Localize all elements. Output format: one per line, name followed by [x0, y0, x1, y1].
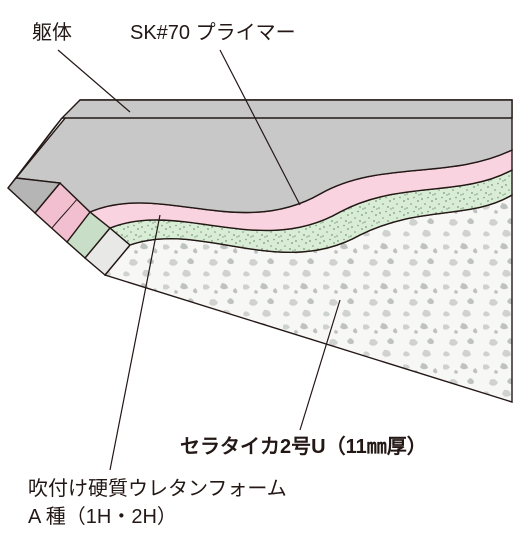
label-kutai: 躯体	[32, 16, 72, 45]
label-ceratika: セラタイカ2号U（11㎜厚）	[180, 430, 427, 459]
cross-section-diagram	[0, 0, 520, 540]
label-urethane-line1: 吹付け硬質ウレタンフォーム	[28, 472, 287, 501]
label-urethane-line2: A 種（1H・2H）	[28, 500, 177, 529]
label-primer: SK#70 プライマー	[130, 16, 296, 45]
